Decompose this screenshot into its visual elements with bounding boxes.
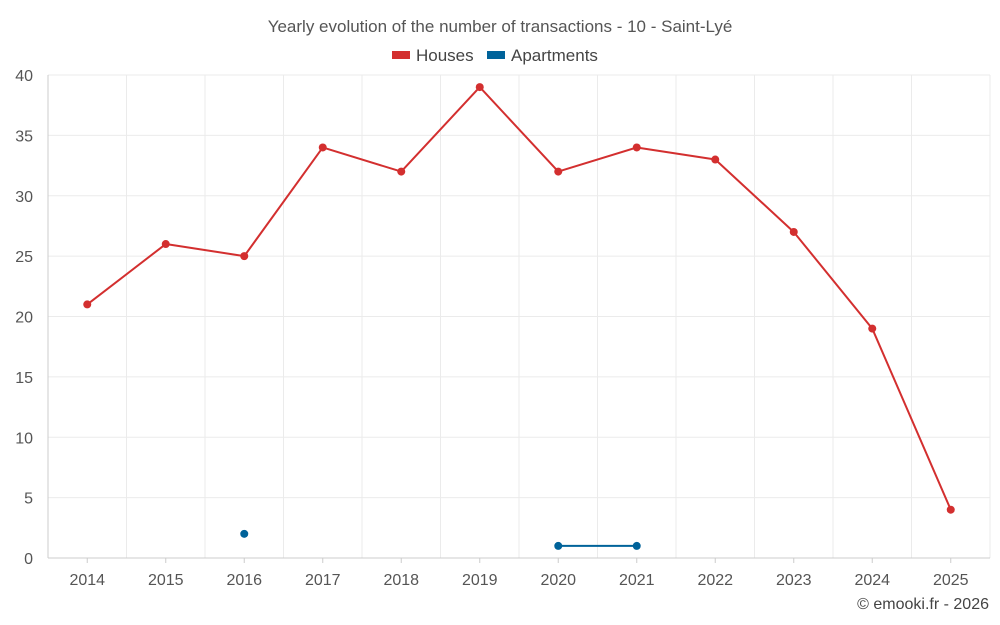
y-axis-ticks: 0 5 10 15 20 25 30 35 40 [15,68,33,568]
houses-point-2016[interactable] [240,252,249,261]
houses-point-2021[interactable] [632,143,641,152]
houses-point-2015[interactable] [161,240,170,249]
y-tick-label: 0 [24,551,33,568]
houses-point-2022[interactable] [711,155,720,164]
x-tick-label: 2016 [226,572,262,589]
x-tick-label: 2018 [383,572,419,589]
houses-series-line [86,86,952,511]
x-axis-ticks: 2014 2015 2016 2017 2018 2019 2020 2021 2022 2023… [69,558,969,589]
houses-point-2024[interactable] [868,324,877,333]
apartments-point-2021[interactable] [632,541,641,550]
y-tick-label: 10 [15,430,33,447]
houses-point-2019[interactable] [475,83,484,92]
legend-apartments-label[interactable]: Apartments [511,46,598,65]
x-tick-label: 2022 [697,572,733,589]
houses-point-2020[interactable] [554,167,563,176]
x-tick-label: 2025 [933,572,969,589]
houses-point-2017[interactable] [318,143,327,152]
axes [47,75,990,559]
y-tick-label: 5 [24,491,33,508]
x-tick-label: 2021 [619,572,655,589]
y-tick-label: 30 [15,189,33,206]
houses-point-2014[interactable] [83,300,92,309]
series-layer [83,83,955,550]
chart-title: Yearly evolution of the number of transa… [268,17,733,36]
y-tick-label: 25 [15,249,33,266]
legend-houses-swatch [392,51,410,59]
y-tick-label: 15 [15,370,33,387]
x-tick-label: 2019 [462,572,498,589]
legend-houses-label[interactable]: Houses [416,46,474,65]
apartments-point-2020[interactable] [554,541,563,550]
legend: Houses Apartments [392,46,598,65]
x-tick-label: 2020 [540,572,576,589]
legend-apartments-swatch [487,51,505,59]
grid-lines [47,74,991,558]
x-tick-label: 2024 [854,572,890,589]
y-tick-label: 35 [15,128,33,145]
x-tick-label: 2023 [776,572,812,589]
credit-text: © emooki.fr - 2026 [857,596,989,613]
apartments-point-2016[interactable] [240,529,249,538]
houses-point-2025[interactable] [946,505,955,514]
x-tick-label: 2014 [69,572,105,589]
houses-point-2023[interactable] [789,227,798,236]
y-tick-label: 20 [15,310,33,327]
houses-point-2018[interactable] [397,167,406,176]
x-tick-label: 2015 [148,572,184,589]
x-tick-label: 2017 [305,572,341,589]
y-tick-label: 40 [15,68,33,85]
